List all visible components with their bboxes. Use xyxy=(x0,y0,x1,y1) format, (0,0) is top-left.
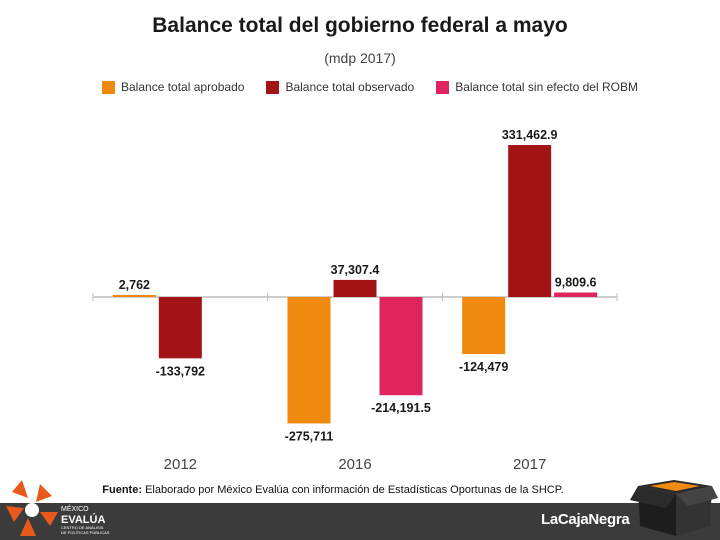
bar-2017-1 xyxy=(462,297,506,355)
black-box-icon xyxy=(630,480,718,536)
legend-swatch-sin-robm xyxy=(436,80,450,94)
mexico-evalua-logo-text: MÉXICO EVALÚA CENTRO DE ANÁLISIS DE POLÍ… xyxy=(61,506,109,535)
legend: Balance total aprobado Balance total obs… xyxy=(102,80,660,94)
source-note: Fuente: Elaborado por México Evalúa con … xyxy=(0,484,666,496)
bar-2016-2 xyxy=(333,279,377,297)
org-line3: CENTRO DE ANÁLISIS xyxy=(61,525,104,530)
category-label-2016: 2016 xyxy=(338,456,371,473)
data-label-2016-2: 37,307.4 xyxy=(331,263,380,277)
brand-logo: LaCajaNegra xyxy=(541,511,630,528)
legend-item-aprobado: Balance total aprobado xyxy=(102,80,244,94)
source-text: Elaborado por México Evalúa con informac… xyxy=(142,484,564,496)
data-label-2012-1: 2,762 xyxy=(119,278,150,292)
data-label-2016-1: -275,711 xyxy=(285,429,334,443)
source-prefix: Fuente: xyxy=(102,484,143,496)
bar-chart: 2,762 -133,792 2012 -275,711 37,307.4 -214,19… xyxy=(92,128,618,473)
data-label-2017-1: -124,479 xyxy=(459,360,508,374)
bar-2016-3 xyxy=(379,297,423,396)
data-label-2012-2: -133,792 xyxy=(156,364,205,378)
org-line1: MÉXICO xyxy=(61,506,89,513)
legend-label-observado: Balance total observado xyxy=(285,80,415,94)
legend-label-sin-robm: Balance total sin efecto del ROBM xyxy=(455,80,638,94)
org-line2: EVALÚA xyxy=(61,514,106,526)
data-label-2017-3: 9,809.6 xyxy=(555,276,597,290)
data-label-2016-3: -214,191.5 xyxy=(371,401,431,415)
bar-2012-2 xyxy=(158,297,202,359)
data-label-2017-2: 331,462.9 xyxy=(502,128,558,142)
legend-swatch-observado xyxy=(266,80,280,94)
chart-title: Balance total del gobierno federal a may… xyxy=(152,14,568,37)
org-line4: DE POLÍTICAS PÚBLICAS xyxy=(61,529,110,535)
bar-2016-1 xyxy=(287,297,331,424)
mexico-evalua-star-icon xyxy=(6,480,58,536)
category-label-2017: 2017 xyxy=(513,456,546,473)
legend-item-sin-robm: Balance total sin efecto del ROBM xyxy=(436,80,638,94)
legend-label-aprobado: Balance total aprobado xyxy=(121,80,245,94)
legend-swatch-aprobado xyxy=(102,80,115,94)
bar-2017-3 xyxy=(554,292,598,297)
chart-subtitle: (mdp 2017) xyxy=(324,50,396,66)
bar-2017-2 xyxy=(508,145,552,297)
bar-2012-1 xyxy=(112,295,156,297)
legend-item-observado: Balance total observado xyxy=(266,80,414,94)
footer-bar xyxy=(0,503,720,540)
category-label-2012: 2012 xyxy=(164,456,197,473)
